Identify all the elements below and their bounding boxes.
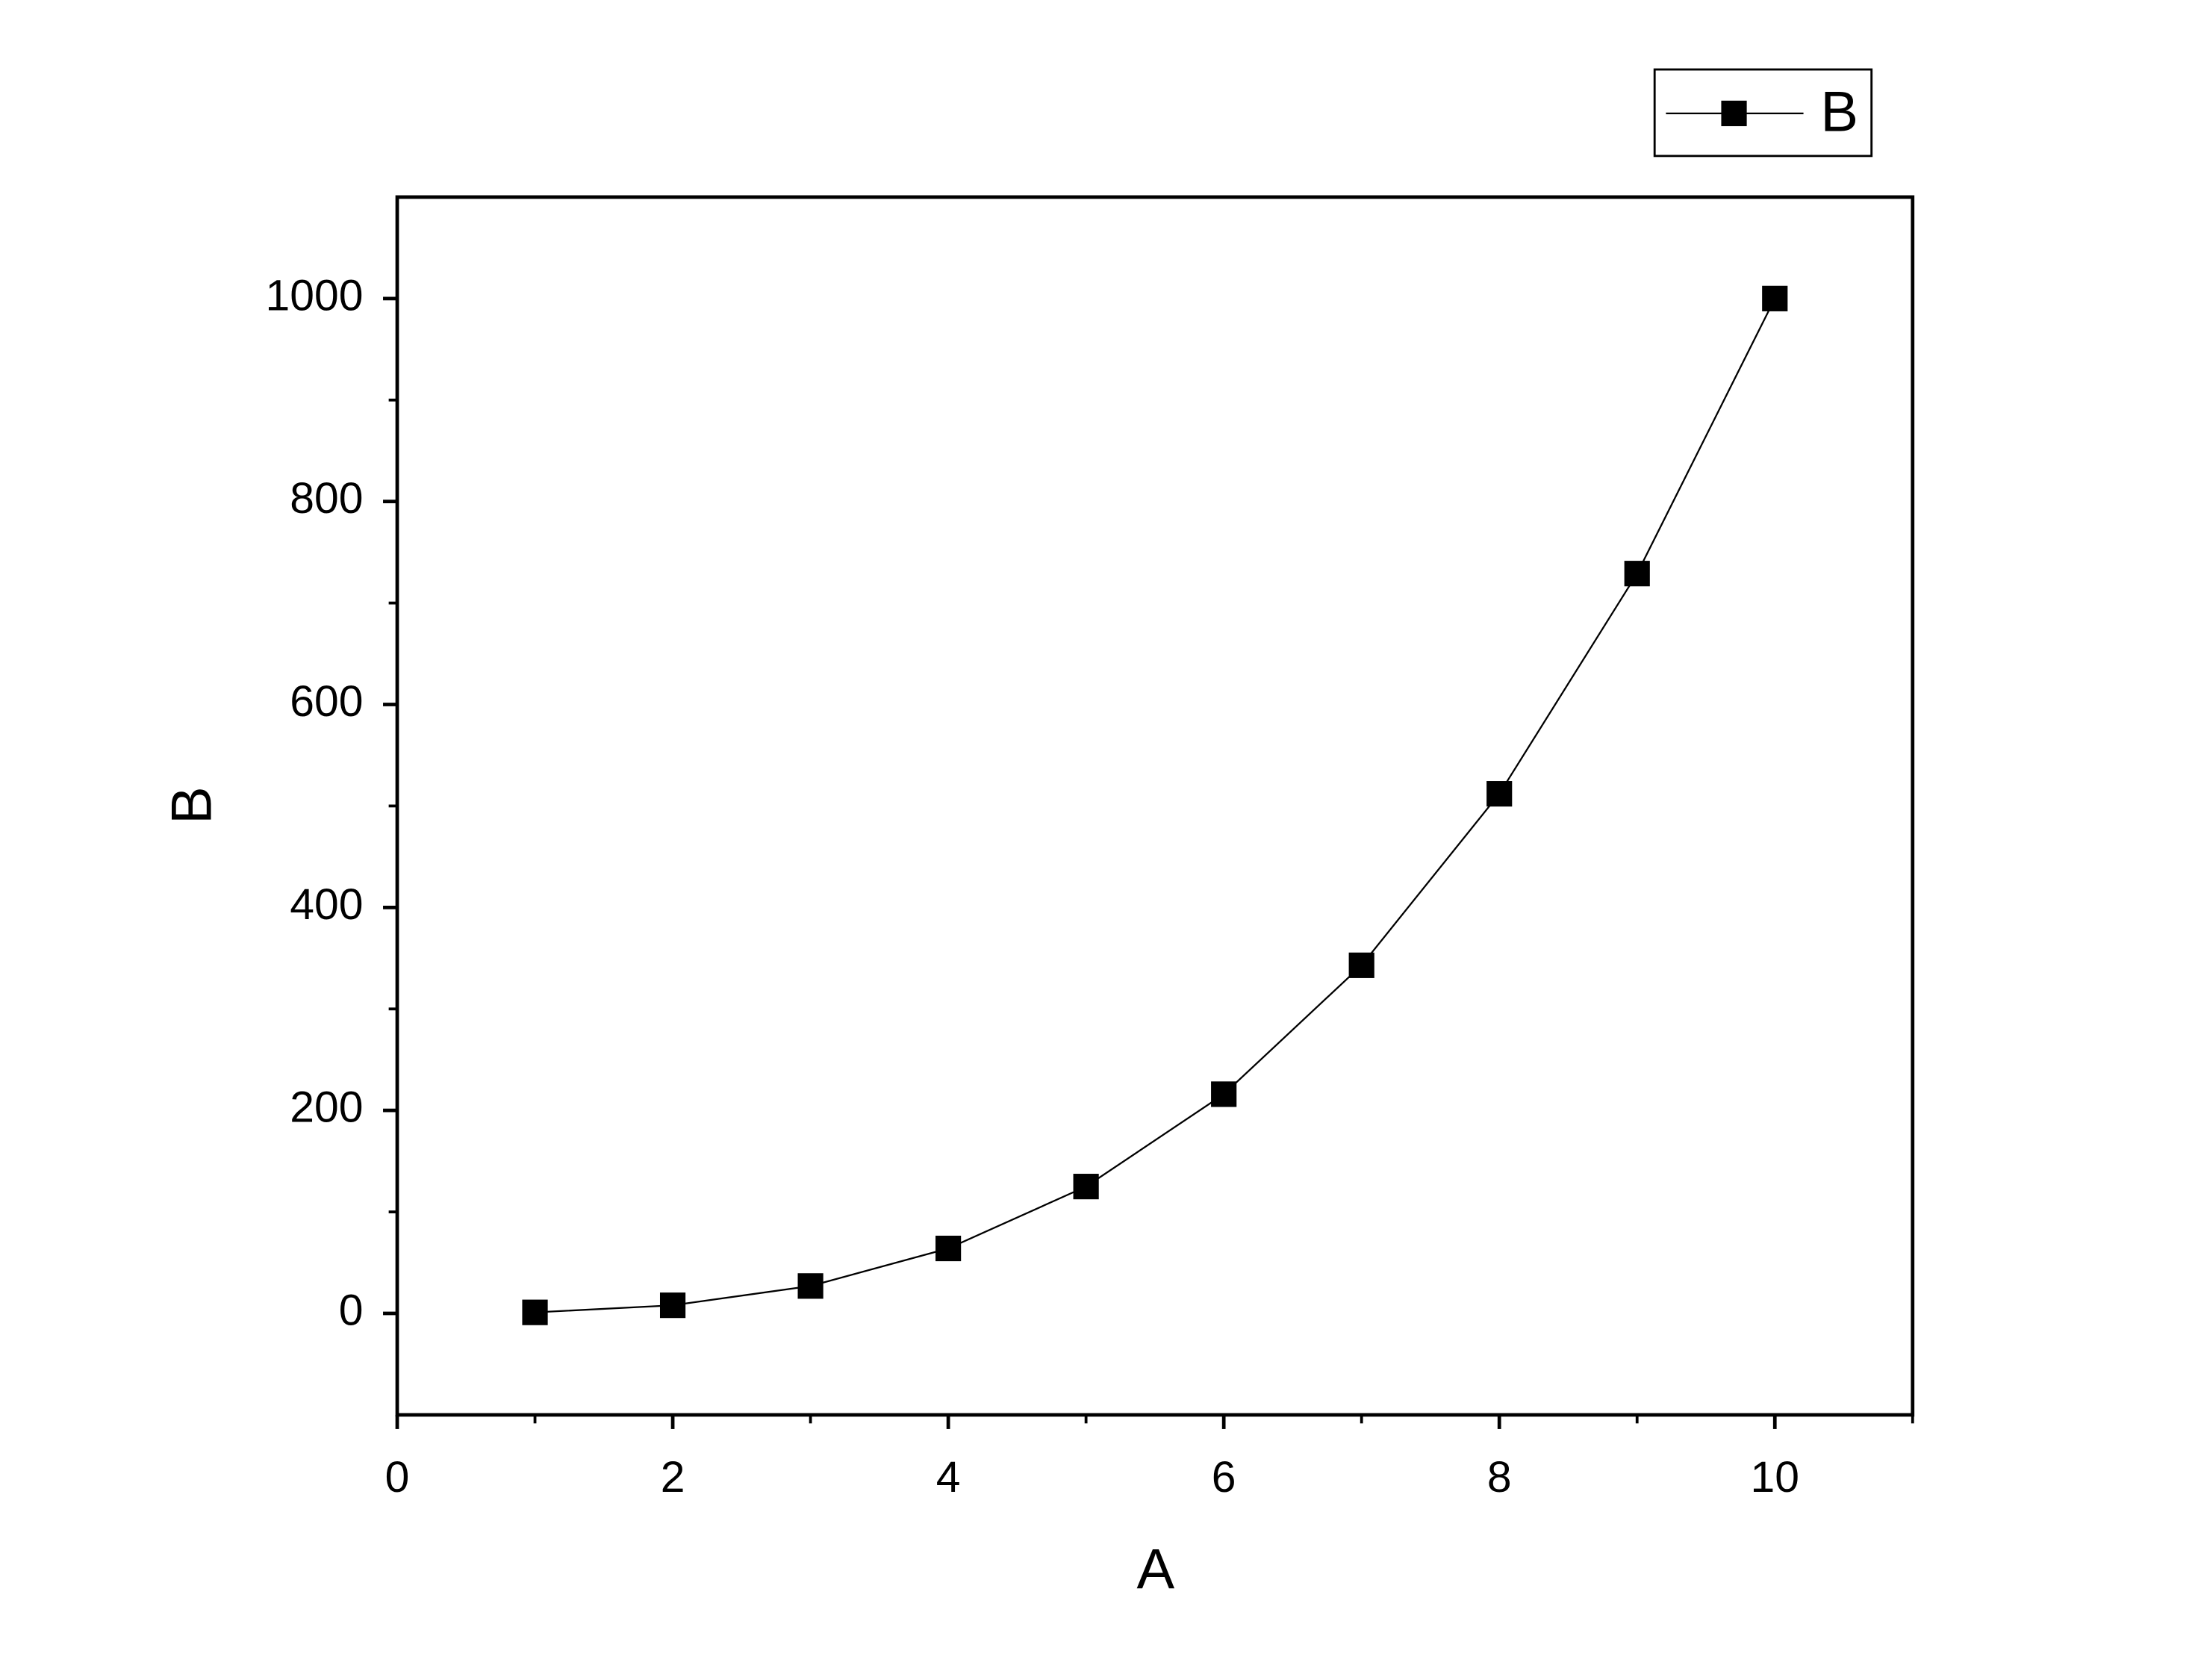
data-point: [1762, 285, 1788, 311]
y-tick-label: 400: [290, 880, 363, 929]
x-tick-label: 0: [385, 1453, 410, 1502]
x-tick-label: 6: [1212, 1453, 1236, 1502]
data-point: [1073, 1174, 1099, 1200]
legend-label: B: [1820, 81, 1858, 144]
x-tick-label: 10: [1751, 1453, 1799, 1502]
y-tick-label: 600: [290, 677, 363, 726]
y-tick-label: 1000: [266, 271, 364, 320]
y-tick-label: 200: [290, 1083, 363, 1132]
y-tick-label: 800: [290, 474, 363, 523]
plot-frame: [395, 195, 1915, 1417]
data-point: [1211, 1081, 1237, 1107]
y-tick-label: 0: [339, 1287, 364, 1335]
x-axis-label: A: [1137, 1538, 1175, 1602]
data-point: [659, 1292, 686, 1319]
legend-box: [1653, 68, 1873, 158]
data-point: [1486, 781, 1513, 807]
x-tick-label: 2: [661, 1453, 685, 1502]
x-tick-label: 8: [1487, 1453, 1512, 1502]
x-tick-label: 4: [936, 1453, 961, 1502]
legend-marker: [1721, 100, 1747, 126]
data-point: [935, 1235, 962, 1262]
y-axis-label: B: [160, 786, 223, 824]
data-point: [1348, 952, 1374, 978]
data-point: [1624, 561, 1650, 587]
data-point: [797, 1273, 823, 1299]
series-line: [535, 298, 1776, 1313]
data-point: [522, 1299, 548, 1325]
